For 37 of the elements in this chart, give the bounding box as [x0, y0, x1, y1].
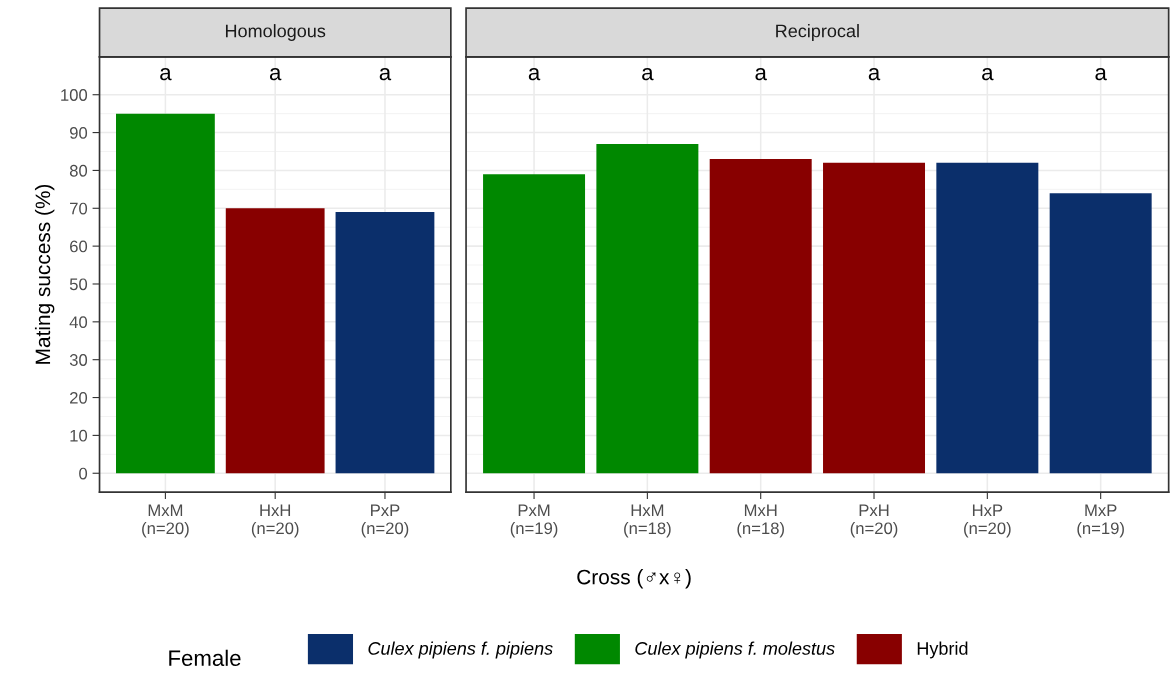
x-tick-label: HxP (n=20)	[964, 504, 1011, 538]
annotation: a	[642, 68, 654, 81]
y-tick-label: 50	[69, 278, 88, 291]
annotation: a	[379, 68, 392, 81]
annotation: a	[269, 68, 282, 81]
legend-label: Hybrid	[917, 641, 968, 659]
annotation: a	[755, 68, 767, 81]
y-tick-label: 60	[70, 240, 88, 253]
x-tick-label: MxH (n=18)	[737, 504, 784, 538]
x-tick-label: PxH (n=20)	[850, 504, 898, 538]
x-tick-label: PxP (n=20)	[361, 504, 409, 538]
x-axis-title: Cross (♂x♀)	[577, 569, 691, 589]
annotation: a	[868, 68, 881, 81]
y-tick-label: 80	[69, 164, 88, 177]
y-tick-label: 0	[79, 467, 88, 480]
y-axis-title: Mating success (%)	[34, 184, 55, 364]
y-tick-label: 40	[69, 316, 88, 329]
annotation: a	[1095, 68, 1107, 81]
y-tick-label: 70	[70, 202, 88, 215]
annotation: a	[528, 68, 541, 81]
y-tick-label: 100	[61, 89, 88, 101]
chart-title: Reciprocal	[776, 24, 859, 41]
x-tick-label: HxM (n=18)	[624, 504, 671, 538]
y-tick-label: 20	[70, 391, 88, 404]
x-tick-label: HxH (n=20)	[251, 504, 299, 538]
x-tick-label: MxP (n=19)	[1077, 504, 1124, 538]
legend-label: Culex pipiens f. pipiens	[368, 641, 553, 659]
y-tick-label: 30	[69, 354, 88, 366]
annotation: a	[982, 68, 994, 81]
legend-label: Culex pipiens f. molestus	[635, 641, 835, 659]
chart-title: Homologous	[225, 24, 326, 41]
x-tick-label: PxM (n=19)	[510, 504, 558, 538]
y-tick-label: 10	[70, 429, 88, 442]
x-tick-label: MxM (n=20)	[142, 504, 189, 538]
y-tick-label: 90	[69, 126, 88, 139]
legend-title: Female	[169, 649, 241, 667]
annotation: a	[160, 68, 172, 81]
